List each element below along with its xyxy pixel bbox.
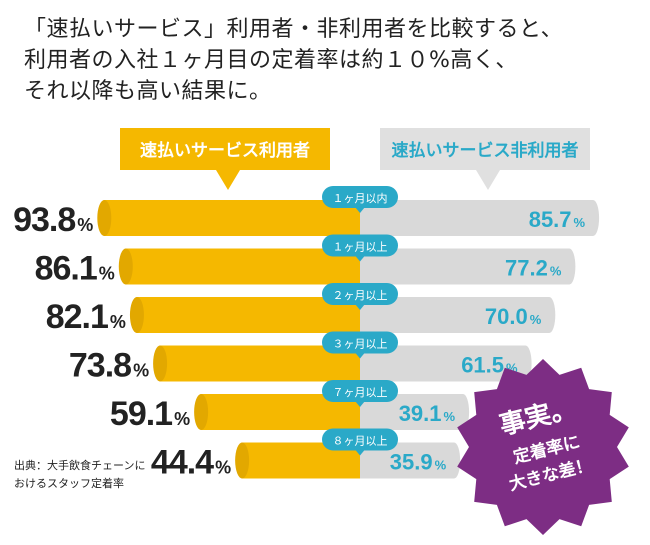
- fact-badge: 事実。 定着率に 大きな差！: [457, 359, 629, 535]
- category-pill-2: [322, 234, 398, 257]
- legend-non-users: 速払いサービス非利用者: [380, 128, 590, 190]
- legend-users-label: 速払いサービス利用者: [140, 140, 310, 161]
- non-user-value-unit-1: %: [574, 215, 586, 230]
- user-value-unit-4: %: [133, 361, 149, 381]
- user-value-number-3: 82.1: [46, 298, 108, 336]
- user-value-unit-2: %: [99, 264, 115, 284]
- non-user-value-label-5: 39.1%: [399, 401, 456, 426]
- user-value-label-1: 93.8%: [13, 201, 93, 239]
- headline-line-2: 利用者の入社１ヶ月目の定着率は約１０%高く、: [24, 48, 518, 73]
- bar-user-1: [98, 200, 360, 237]
- bar-user-cap-2: [118, 248, 133, 285]
- bar-user-6: [236, 442, 360, 479]
- user-value-unit-1: %: [77, 215, 93, 235]
- bar-user-5: [195, 394, 360, 430]
- non-user-value-unit-2: %: [550, 264, 562, 279]
- category-label-6: ８ヶ月以上: [333, 435, 388, 448]
- bar-user-3: [130, 297, 360, 333]
- user-value-label-5: 59.1%: [110, 395, 190, 433]
- fact-badge-shape: [457, 359, 629, 535]
- non-user-value-label-2: 77.2%: [505, 256, 562, 281]
- non-user-value-number-6: 35.9: [390, 450, 433, 475]
- non-user-value-unit-3: %: [530, 312, 542, 327]
- category-pill-pointer-1: [355, 207, 365, 213]
- bar-non-user-1: [360, 200, 600, 237]
- user-value-unit-3: %: [110, 312, 126, 332]
- bar-user-cap-5: [194, 394, 209, 430]
- user-value-label-3: 82.1%: [46, 298, 126, 336]
- non-user-value-number-1: 85.7: [529, 207, 572, 232]
- non-user-value-number-5: 39.1: [399, 401, 442, 426]
- category-label-2: １ヶ月以上: [333, 241, 388, 254]
- bar-user-cap-1: [97, 200, 112, 236]
- source-note-line-1: 出典：大手飲食チェーンに: [14, 458, 145, 472]
- bar-non-user-6: [360, 442, 461, 479]
- legend-non-users-label: 速払いサービス非利用者: [392, 140, 579, 161]
- category-pill-1: [322, 186, 398, 208]
- non-user-value-label-6: 35.9%: [390, 450, 447, 475]
- non-user-value-number-3: 70.0: [485, 304, 528, 329]
- legend-non-users-box: [380, 128, 590, 190]
- category-pill-pointer-6: [355, 449, 365, 456]
- bar-non-user-3: [360, 297, 556, 333]
- non-user-value-number-4: 61.5: [461, 353, 504, 378]
- source-note-line-2: おけるスタッフ定着率: [14, 476, 124, 490]
- category-pill-pointer-5: [355, 401, 365, 407]
- category-label-4: ３ヶ月以上: [333, 338, 388, 351]
- category-pill-6: [322, 428, 398, 451]
- non-user-value-label-1: 85.7%: [529, 207, 586, 232]
- user-value-label-2: 86.1%: [35, 250, 115, 288]
- non-user-value-unit-6: %: [435, 458, 447, 473]
- category-label-1: １ヶ月以内: [333, 191, 388, 205]
- category-label-5: ７ヶ月以上: [333, 386, 388, 399]
- bar-non-user-4: [360, 345, 532, 382]
- bar-user-cap-4: [153, 345, 168, 382]
- bar-user-cap-3: [129, 297, 144, 333]
- user-value-number-1: 93.8: [13, 201, 75, 239]
- bar-user-cap-6: [235, 442, 250, 479]
- user-value-label-4: 73.8%: [69, 347, 149, 385]
- user-value-number-2: 86.1: [35, 250, 97, 288]
- user-value-number-5: 59.1: [110, 395, 172, 433]
- category-pill-3: [322, 283, 398, 305]
- headline-line-3: それ以降も高い結果に。: [24, 79, 272, 104]
- bar-user-2: [119, 248, 360, 285]
- bar-non-user-2: [360, 248, 576, 285]
- bar-non-user-5: [360, 394, 470, 430]
- legend-users: 速払いサービス利用者: [120, 128, 330, 190]
- non-user-value-label-3: 70.0%: [485, 304, 542, 329]
- category-pill-5: [322, 380, 398, 402]
- bars-layer: [97, 186, 600, 479]
- user-value-unit-5: %: [174, 409, 190, 429]
- category-label-3: ２ヶ月以上: [333, 289, 388, 302]
- headline: 「速払いサービス」利用者・非利用者を比較すると、 利用者の入社１ヶ月目の定着率は…: [24, 14, 563, 107]
- category-pill-pointer-2: [355, 255, 365, 262]
- user-value-number-6: 44.4: [151, 444, 214, 482]
- user-value-unit-6: %: [215, 458, 231, 478]
- headline-line-1: 「速払いサービス」利用者・非利用者を比較すると、: [24, 17, 564, 42]
- source-note: 出典：大手飲食チェーンに おけるスタッフ定着率: [14, 458, 145, 490]
- user-value-label-6: 44.4%: [151, 444, 231, 482]
- category-pill-4: [322, 331, 398, 354]
- bar-user-4: [154, 345, 360, 382]
- category-pill-pointer-4: [355, 352, 365, 359]
- user-value-number-4: 73.8: [69, 347, 131, 385]
- non-user-value-number-2: 77.2: [505, 256, 548, 281]
- category-pill-pointer-3: [355, 304, 365, 310]
- non-user-value-unit-5: %: [444, 409, 456, 424]
- legend-users-box: [120, 128, 330, 190]
